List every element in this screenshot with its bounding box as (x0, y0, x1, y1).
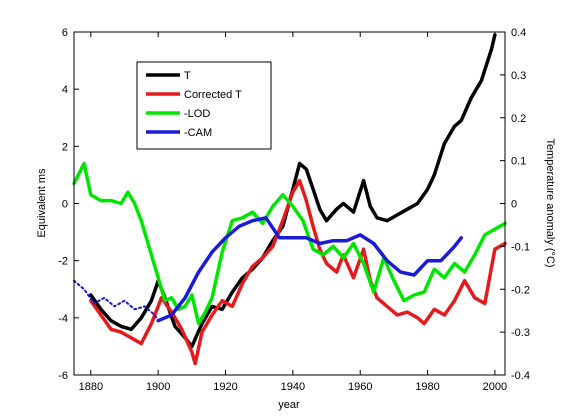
y-right-tick-label: 0.2 (511, 113, 526, 125)
y-right-tick-label: -0.3 (511, 327, 530, 339)
y-right-tick-label: -0.4 (511, 370, 530, 382)
y-left-tick-label: -4 (58, 313, 68, 325)
y-right-tick-label: 0.1 (511, 156, 526, 168)
x-tick-label: 1940 (281, 381, 305, 393)
legend-label: -LOD (184, 108, 210, 120)
ticks-layer: 1880 1900 1920 1940 1960 1980 2000 -6 -4 -2 0 2 4 6 -0… (58, 27, 530, 393)
y-right-tick-label: -0.2 (511, 284, 530, 296)
y-right-tick-label: -0.1 (511, 241, 530, 253)
x-tick-label: 1980 (415, 381, 439, 393)
legend-label: -CAM (184, 127, 212, 139)
legend-label: T (184, 70, 191, 82)
x-tick-label: 1900 (146, 381, 170, 393)
x-tick-label: 1920 (213, 381, 237, 393)
y-right-tick-label: 0 (511, 199, 517, 211)
series-layer (72, 33, 507, 366)
legend-entries: T Corrected T -LOD -CAM (146, 70, 242, 139)
y-left-tick-label: -6 (58, 370, 68, 382)
y-left-tick-label: 0 (62, 199, 68, 211)
series-line-cam (156, 216, 463, 323)
y-left-tick-label: 2 (62, 141, 68, 153)
legend-label: Corrected T (184, 89, 242, 101)
x-tick-label: 1960 (348, 381, 372, 393)
y-axis-left-label: Equivalent ms (36, 168, 48, 238)
y-axis-right-label: Temperature anomaly (°C) (544, 138, 556, 267)
x-tick-label: 2000 (483, 381, 507, 393)
x-axis-label: year (278, 399, 300, 411)
x-tick-label: 1880 (79, 381, 103, 393)
y-left-tick-label: 6 (62, 27, 68, 39)
y-right-tick-label: 0.4 (511, 27, 526, 39)
series-line-lod (72, 161, 507, 326)
y-left-tick-label: -2 (58, 256, 68, 268)
series-line-dotted-4 (73, 279, 160, 322)
series-line-corrected-t (89, 178, 507, 366)
y-right-tick-label: 0.3 (511, 70, 526, 82)
legend: T Corrected T -LOD -CAM (136, 61, 272, 150)
y-left-tick-label: 4 (62, 84, 68, 96)
